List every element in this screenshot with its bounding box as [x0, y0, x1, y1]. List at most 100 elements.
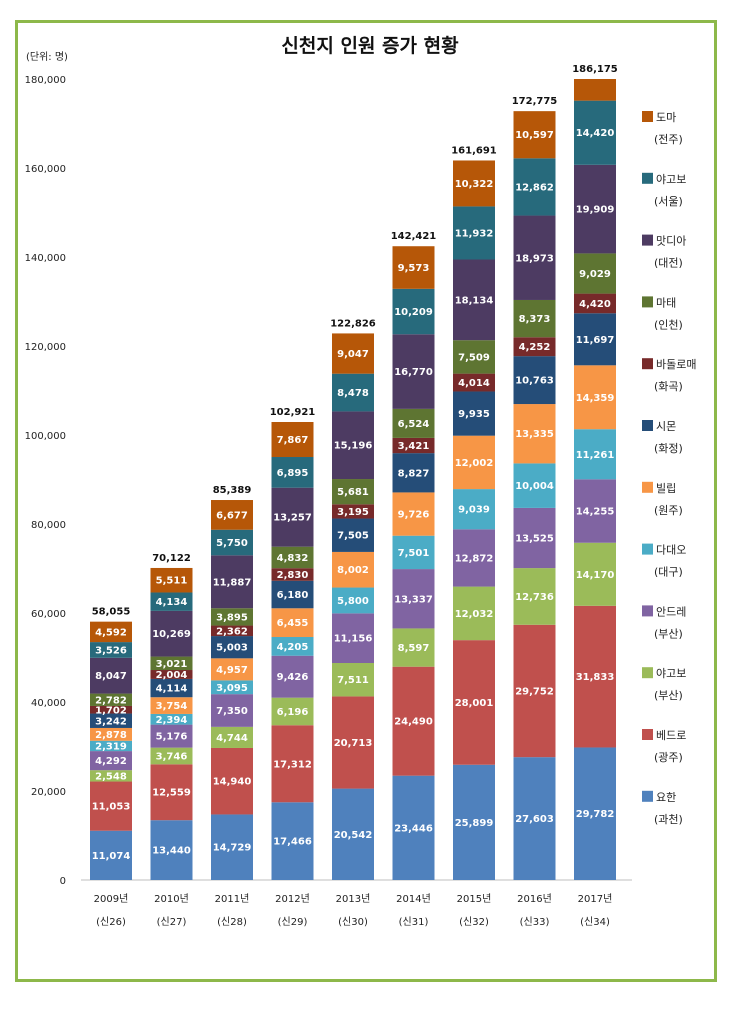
bar-segment: [453, 373, 495, 392]
data-label: 10,763: [515, 376, 554, 387]
bar-segment: [574, 253, 616, 294]
bar-segment: [150, 820, 193, 880]
data-label: 4,134: [156, 597, 188, 608]
data-label: 14,940: [213, 777, 252, 788]
bar-segment: [150, 592, 193, 611]
bar-segment: [392, 569, 435, 629]
data-label: 16,770: [394, 367, 433, 378]
bar-segment: [513, 111, 556, 159]
data-label: 12,872: [455, 553, 494, 564]
data-label: 5,003: [216, 643, 248, 654]
data-label: 11,887: [213, 577, 252, 588]
bar-segment: [271, 457, 314, 488]
data-label: 2,394: [156, 715, 188, 726]
total-label: 186,175: [572, 64, 618, 75]
bar-segment: [150, 713, 193, 725]
x-tick-sublabel: (신27): [157, 916, 187, 928]
data-label: 3,021: [156, 659, 188, 670]
data-label: 24,490: [394, 717, 433, 728]
bar-segment: [150, 567, 193, 593]
bar-segment: [392, 437, 435, 454]
data-label: 25,899: [455, 818, 494, 829]
bar-segment: [150, 747, 193, 765]
data-label: 7,350: [216, 706, 248, 717]
bar-segment: [271, 802, 314, 880]
data-label: 14,729: [213, 843, 252, 854]
bar-segment: [90, 642, 132, 658]
bar-segment: [392, 775, 435, 880]
bar-segment: [392, 246, 435, 289]
bar-segment: [574, 100, 616, 165]
data-label: 9,726: [398, 510, 430, 521]
legend-swatch: [642, 111, 653, 122]
bar-segment: [392, 535, 435, 570]
legend: 도마 (전주) 야고보 (서울) 맛디아 (대전) 마태 (인천) 바돌로매 (화곡) 시몬 (화정)…: [642, 111, 696, 826]
bar-segment: [150, 656, 193, 671]
data-label: 5,800: [337, 596, 369, 607]
data-label: 6,180: [277, 590, 309, 601]
data-label: 8,373: [519, 314, 551, 325]
bar-segment: [90, 693, 132, 706]
bar-segment: [150, 764, 193, 821]
bar-segment: [574, 429, 616, 480]
bar-segment: [392, 334, 435, 409]
legend-label: 베드로: [656, 729, 686, 742]
bar-segment: [90, 830, 132, 880]
total-label: 102,921: [270, 407, 316, 418]
bar-segment: [271, 546, 314, 569]
data-label: 17,466: [273, 837, 312, 848]
bar-segment: [150, 610, 193, 657]
bar-segment: [271, 637, 314, 656]
data-label: 2,319: [95, 741, 127, 752]
legend-swatch: [642, 172, 653, 184]
data-label: 6,677: [216, 510, 248, 521]
data-label: 4,252: [519, 342, 551, 353]
bar-segment: [150, 724, 193, 748]
legend-swatch: [642, 667, 653, 679]
legend-sublabel: (대전): [654, 257, 683, 270]
bar-segment: [271, 655, 314, 698]
x-tick-label: 2016년: [517, 893, 552, 905]
bar-segment: [332, 696, 374, 789]
bar-segment: [332, 788, 374, 880]
bar-segment: [271, 697, 314, 726]
bar-segment: [453, 640, 495, 765]
bar-segment: [211, 636, 253, 659]
data-label: 23,446: [394, 823, 433, 834]
bar-segment: [90, 727, 132, 741]
y-tick-label: 120,000: [25, 342, 66, 353]
legend-label: 안드레: [656, 605, 686, 618]
y-tick-label: 60,000: [31, 609, 66, 620]
chart-frame: [15, 20, 717, 982]
legend-label: 빌립: [656, 482, 676, 495]
data-label: 8,047: [95, 671, 127, 682]
data-label: 1,702: [95, 705, 127, 716]
data-label: 3,754: [156, 701, 188, 712]
data-label: 9,029: [579, 269, 611, 280]
x-tick-sublabel: (신26): [96, 916, 126, 928]
bar-segment: [453, 340, 495, 374]
data-label: 8,597: [398, 643, 430, 654]
data-label: 4,205: [277, 642, 309, 653]
x-tick-label: 2011년: [215, 893, 250, 905]
data-label: 4,114: [156, 684, 188, 695]
y-tick-label: 80,000: [31, 520, 66, 531]
y-tick-label: 40,000: [31, 698, 66, 709]
data-label: 14,170: [576, 570, 615, 581]
x-axis: 2009년 (신26) 2010년 (신27) 2011년 (신28) 2012년 (신29)…: [94, 893, 613, 928]
data-label: 11,053: [92, 802, 131, 813]
data-label: 7,509: [458, 352, 490, 363]
bar-segment: [211, 747, 253, 815]
data-label: 3,421: [398, 441, 430, 452]
bar-segment: [574, 365, 616, 430]
legend-swatch: [642, 296, 653, 308]
total-label: 172,775: [512, 96, 558, 107]
bar-segment: [513, 624, 556, 758]
legend-sublabel: (원주): [654, 504, 683, 517]
bar-segment: [211, 555, 253, 609]
data-label: 4,832: [277, 553, 309, 564]
legend-sublabel: (부산): [654, 627, 683, 640]
legend-sublabel: (화정): [654, 442, 683, 455]
bar-segment: [574, 605, 616, 748]
